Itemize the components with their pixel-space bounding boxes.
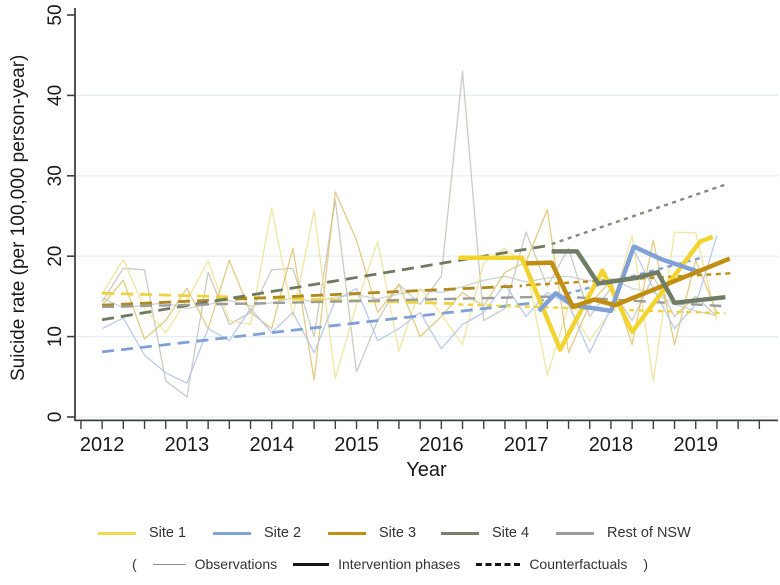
legend-style-label: Counterfactuals: [529, 556, 628, 572]
site4-observations: [101, 70, 718, 398]
legend-swatch: [556, 531, 594, 535]
x-tick-label-2014: 2014: [249, 434, 294, 456]
thick-line-sample: [293, 562, 330, 566]
legend-style-label: Observations: [194, 556, 278, 572]
legend-label: Site 3: [379, 525, 417, 541]
dashed-line-sample: [476, 562, 521, 566]
legend-item-site-4: Site 4: [441, 523, 529, 543]
legend-sites: Site 1 Site 2 Site 3 Site 4 Rest of NSW: [0, 523, 780, 545]
y-tick-label-20: 20: [45, 246, 66, 267]
x-tick-label-2013: 2013: [165, 434, 210, 456]
thin-line-sample: [152, 563, 186, 565]
x-tick-label-2017: 2017: [504, 434, 549, 456]
legend-line-styles: ( Observations Intervention phases Counterf…: [0, 556, 780, 572]
legend-item-site-2: Site 2: [213, 523, 301, 543]
legend-style-label: Intervention phases: [338, 556, 461, 572]
legend-label: Site 2: [264, 525, 302, 541]
x-tick-label-2015: 2015: [334, 434, 379, 456]
site3-trend: [102, 284, 522, 307]
site2-intervention-phase: [537, 244, 701, 314]
legend-swatch: [213, 531, 251, 535]
legend-swatch: [328, 531, 366, 535]
y-tick-label-40: 40: [45, 85, 66, 106]
y-axis-label: Suicide rate (per 100,000 person-year): [8, 54, 29, 381]
legend-item-rest-of-nsw: Rest of NSW: [556, 523, 691, 543]
legend-close-paren: ): [643, 556, 649, 572]
legend-label: Site 4: [492, 525, 530, 541]
x-tick-label-2016: 2016: [419, 434, 464, 456]
legend-label: Rest of NSW: [607, 525, 691, 541]
line-chart: 0 10 20 30 40 50 2012 2013 2014 2015 2016 2017 2018 2…: [45, 4, 778, 456]
legend-swatch: [441, 531, 479, 535]
x-tick-label-2018: 2018: [589, 434, 634, 456]
legend-style-thick: Intervention phases: [293, 556, 460, 572]
site1-intervention-phase: [458, 234, 714, 352]
legend-style-thin: Observations: [152, 556, 278, 572]
site2-trend: [101, 301, 535, 354]
y-tick-label-0: 0: [45, 412, 66, 423]
legend-item-site-1: Site 1: [98, 523, 186, 543]
site3-intervention-phase: [526, 256, 731, 310]
y-tick-label-30: 30: [45, 165, 66, 186]
legend-swatch: [98, 531, 136, 535]
legend-open-paren: (: [131, 556, 137, 572]
site4-counterfactual: [551, 183, 726, 246]
y-tick-label-50: 50: [45, 4, 66, 25]
legend-item-site-3: Site 3: [328, 523, 416, 543]
site3-counterfactual: [526, 271, 734, 287]
x-axis-label: Year: [406, 459, 447, 481]
x-tick-label-2012: 2012: [80, 434, 125, 456]
x-tick-label-2019: 2019: [673, 434, 718, 456]
site4-intervention-phase: [551, 249, 726, 306]
legend-style-dashed: Counterfactuals: [476, 556, 627, 572]
y-tick-label-10: 10: [45, 326, 66, 347]
legend-label: Site 1: [149, 525, 187, 541]
